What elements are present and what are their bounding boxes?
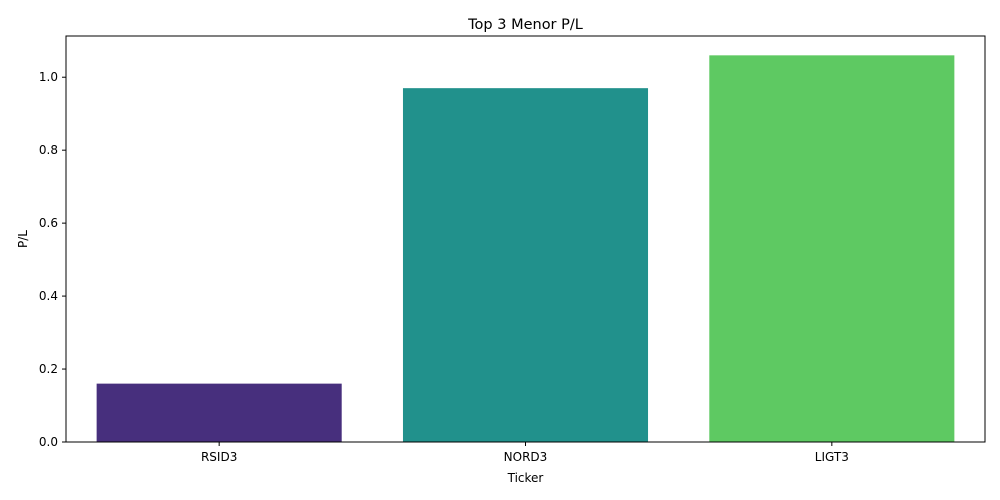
chart-title: Top 3 Menor P/L: [467, 17, 583, 33]
x-tick-label: NORD3: [504, 450, 548, 464]
y-tick-label: 0.2: [39, 362, 58, 376]
y-tick-label: 0.0: [39, 435, 58, 449]
bar-ligt3: [709, 55, 955, 442]
plot-frame: [65, 35, 986, 443]
y-tick-label: 0.4: [39, 289, 58, 303]
x-axis-title: Ticker: [507, 471, 544, 485]
y-axis-ticks: 0.0 0.2 0.4 0.6 0.8 1.0: [39, 70, 66, 449]
x-tick-label: LIGT3: [815, 450, 849, 464]
y-tick-label: 0.6: [39, 216, 58, 230]
y-tick-label: 0.8: [39, 143, 58, 157]
x-tick-label: RSID3: [201, 450, 237, 464]
bar-rsid3: [96, 383, 342, 442]
bar-nord3: [402, 88, 649, 443]
x-axis-ticks: RSID3 NORD3 LIGT3: [201, 442, 849, 464]
y-tick-label: 1.0: [39, 70, 58, 84]
y-axis-title: P/L: [16, 230, 30, 248]
bars-group: [96, 55, 955, 443]
